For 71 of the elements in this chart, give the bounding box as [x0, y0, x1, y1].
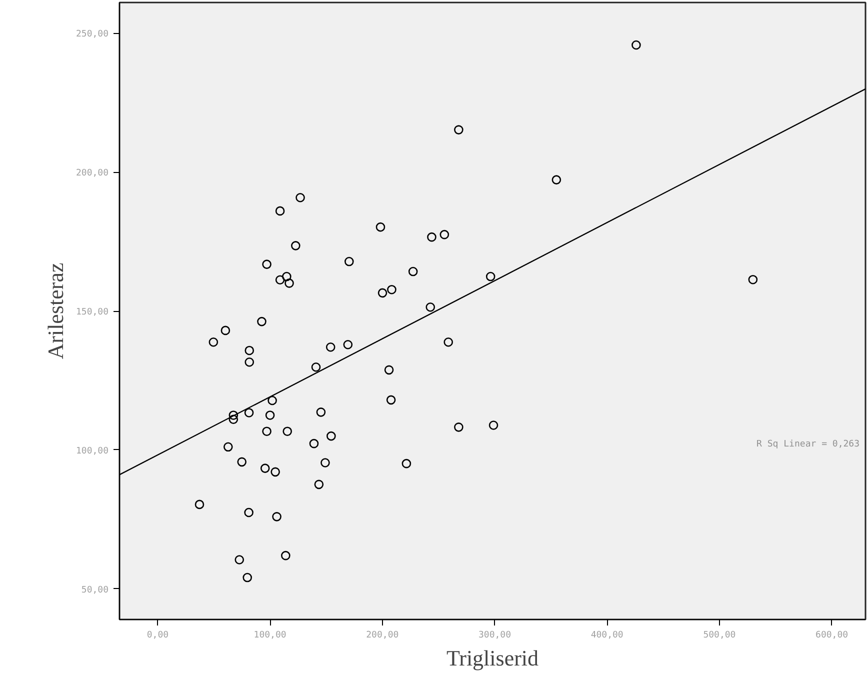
- point: [208, 337, 218, 347]
- point: [378, 288, 388, 298]
- point: [316, 408, 326, 417]
- point: [275, 206, 285, 216]
- point: [194, 500, 204, 510]
- point: [228, 410, 238, 420]
- point: [311, 362, 321, 372]
- point: [387, 284, 396, 294]
- x-tick-label: 200,00: [366, 630, 399, 640]
- point: [260, 464, 270, 473]
- point: [326, 342, 336, 352]
- point: [228, 414, 238, 424]
- point: [242, 572, 252, 582]
- y-tick-label: 200,00: [76, 168, 109, 179]
- x-tick-label: 600,00: [816, 630, 848, 640]
- point: [440, 230, 450, 240]
- x-tick-label: 100,00: [254, 630, 286, 640]
- point: [454, 125, 464, 134]
- point: [291, 241, 300, 250]
- point: [632, 40, 641, 50]
- point: [270, 467, 280, 477]
- point: [275, 275, 285, 285]
- point: [344, 256, 354, 266]
- point: [268, 396, 277, 406]
- point: [265, 410, 275, 420]
- point: [427, 232, 436, 242]
- point: [262, 260, 272, 269]
- point: [402, 458, 412, 468]
- point: [376, 222, 386, 232]
- x-axis-title: Trigliserid: [446, 646, 539, 670]
- point: [262, 426, 272, 436]
- point: [343, 340, 353, 350]
- point: [237, 457, 246, 467]
- point: [244, 408, 254, 418]
- y-tick-label: 100,00: [76, 446, 109, 456]
- point: [384, 365, 394, 375]
- point: [748, 274, 758, 284]
- point: [326, 431, 336, 441]
- point: [244, 357, 254, 367]
- point: [281, 550, 290, 560]
- y-tick-label: 150,00: [76, 308, 109, 318]
- point: [244, 346, 254, 356]
- y-tick-label: 250,00: [76, 30, 109, 40]
- x-tick-label: 300,00: [478, 630, 512, 640]
- point: [282, 426, 292, 436]
- point: [296, 192, 305, 202]
- point: [386, 395, 396, 405]
- point: [488, 420, 498, 430]
- point: [284, 278, 294, 288]
- x-tick-label: 500,00: [703, 630, 736, 640]
- point: [408, 266, 418, 276]
- annotation: R Sq Linear = 0,263: [756, 440, 860, 450]
- point: [282, 272, 292, 282]
- point: [234, 555, 244, 564]
- x-tick-label: 0,00: [146, 630, 169, 640]
- point: [314, 480, 324, 490]
- point: [552, 175, 562, 184]
- x-tick-label: 400,00: [590, 630, 624, 640]
- point: [320, 458, 330, 468]
- point: [309, 438, 319, 448]
- point: [426, 302, 436, 312]
- point: [454, 422, 464, 432]
- point: [272, 512, 282, 522]
- y-axis-title: Arilesteraz: [42, 262, 68, 360]
- point: [223, 442, 233, 452]
- point: [244, 508, 254, 518]
- point: [486, 272, 496, 282]
- point: [220, 326, 230, 336]
- y-tick-label: 50,00: [81, 585, 108, 596]
- point: [444, 337, 453, 347]
- point: [257, 316, 266, 326]
